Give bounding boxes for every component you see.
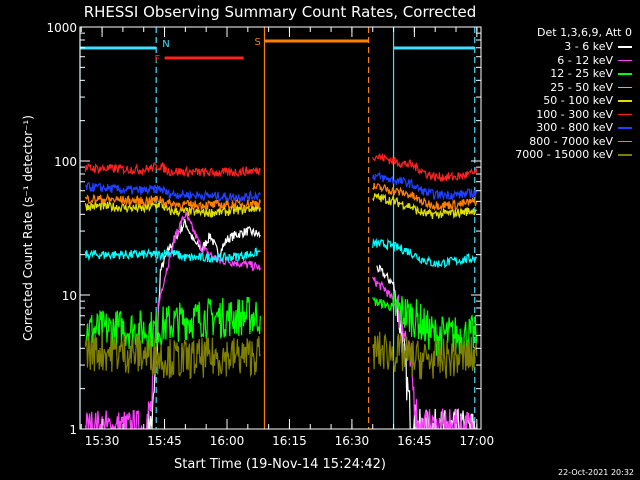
y-tick-label: 1	[69, 423, 77, 437]
legend-label: 800 - 7000 keV	[529, 134, 613, 148]
legend-label: 6 - 12 keV	[557, 53, 613, 67]
legend-label: 12 - 25 keV	[550, 67, 613, 81]
legend-title: Det 1,3,6,9, Att 0	[537, 26, 632, 39]
annotation-label: S	[254, 37, 260, 48]
chart-title: RHESSI Observing Summary Count Rates, Co…	[84, 3, 477, 21]
annotation-label: N	[162, 39, 169, 50]
legend-swatch	[618, 73, 632, 75]
legend-item: 7000 - 15000 keV	[478, 148, 638, 162]
series-line-4	[372, 192, 477, 219]
series-lines	[84, 152, 478, 429]
x-axis-label: Start Time (19-Nov-14 15:24:42)	[174, 457, 386, 472]
x-tick-label: 16:15	[272, 434, 307, 448]
plot-frame	[79, 26, 482, 430]
series-line-7	[372, 182, 478, 212]
legend-swatch	[618, 59, 632, 61]
y-tick-label: 10	[62, 289, 77, 303]
legend-label: 25 - 50 keV	[550, 80, 613, 94]
legend-item: 12 - 25 keV	[478, 67, 638, 81]
legend-item: 6 - 12 keV	[478, 54, 638, 68]
legend-label: 50 - 100 keV	[543, 94, 613, 108]
legend-item: 100 - 300 keV	[478, 108, 638, 122]
legend-label: 7000 - 15000 keV	[515, 148, 613, 162]
series-line-3	[372, 237, 478, 269]
legend: Det 1,3,6,9, Att 0 3 - 6 keV 6 - 12 keV 12…	[478, 26, 638, 162]
legend-item: 300 - 800 keV	[478, 121, 638, 135]
legend-swatch	[618, 86, 632, 88]
series-line-0	[376, 264, 477, 429]
x-tick-label: 16:00	[210, 434, 245, 448]
annotation-label: F	[155, 54, 161, 65]
y-tick-label: 100	[54, 155, 77, 169]
legend-swatch	[618, 113, 632, 115]
legend-item: 25 - 50 keV	[478, 81, 638, 95]
series-line-3	[84, 247, 261, 263]
legend-label: 100 - 300 keV	[536, 107, 613, 121]
series-line-8	[84, 332, 261, 380]
x-tick-label: 15:30	[85, 434, 120, 448]
y-axis-label: Corrected Count Rate (s⁻¹ detector⁻¹)	[21, 115, 35, 341]
y-tick-label: 1000	[46, 21, 77, 35]
generated-timestamp: 22-Oct-2021 20:32	[558, 468, 634, 477]
series-line-2	[84, 296, 261, 350]
x-tick-label: 17:00	[460, 434, 495, 448]
legend-swatch	[618, 127, 632, 129]
series-line-5	[372, 152, 478, 183]
x-tick-label: 16:30	[335, 434, 370, 448]
series-line-8	[372, 331, 478, 380]
legend-swatch	[618, 100, 632, 102]
legend-item: 50 - 100 keV	[478, 94, 638, 108]
legend-item: 800 - 7000 keV	[478, 135, 638, 149]
annotation-bars: NF S	[80, 37, 475, 65]
series-line-6	[372, 171, 478, 201]
legend-label: 300 - 800 keV	[536, 121, 613, 135]
x-tick-label: 15:45	[147, 434, 182, 448]
x-tick-label: 16:45	[397, 434, 432, 448]
series-line-1	[372, 276, 478, 429]
legend-swatch	[618, 140, 632, 142]
legend-label: 3 - 6 keV	[564, 40, 613, 54]
legend-swatch	[618, 154, 632, 156]
series-line-4	[84, 200, 261, 219]
time-markers	[79, 27, 476, 429]
legend-item: 3 - 6 keV	[478, 40, 638, 54]
series-line-1	[84, 210, 261, 429]
series-line-6	[85, 181, 261, 203]
y-axis: 1 10 100 1000	[46, 21, 481, 437]
series-line-5	[84, 161, 261, 178]
legend-swatch	[618, 46, 632, 48]
x-axis: 15:30 15:45 16:00 16:15 16:30 16:45 17:00	[80, 27, 495, 448]
series-line-7	[84, 192, 261, 212]
